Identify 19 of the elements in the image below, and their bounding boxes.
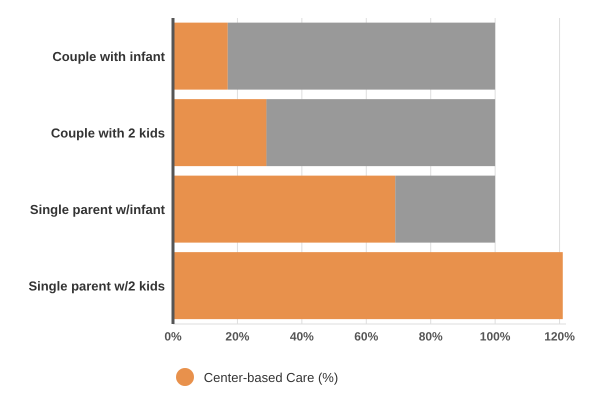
x-tick-label: 80% (418, 330, 444, 344)
x-tick-label: 20% (225, 330, 250, 344)
bar (173, 22, 228, 90)
bar (395, 176, 496, 243)
x-tick-label: 40% (290, 330, 314, 344)
y-tick-label: Couple with 2 kids (50, 125, 165, 140)
x-tick-label: 120% (544, 330, 576, 344)
bar (228, 22, 496, 90)
bar (173, 99, 266, 166)
x-tick-label: 0% (164, 330, 182, 344)
bar (173, 176, 396, 243)
y-tick-label: Single parent w/2 kids (28, 278, 165, 294)
bar (173, 252, 563, 320)
y-tick-label: Single parent w/infant (30, 202, 166, 217)
x-tick-label: 60% (354, 330, 379, 344)
x-tick-label: 100% (480, 330, 511, 344)
legend-label: Center-based Care (%) (204, 370, 338, 384)
bar (266, 99, 496, 166)
y-tick-label: Couple with infant (52, 48, 166, 64)
